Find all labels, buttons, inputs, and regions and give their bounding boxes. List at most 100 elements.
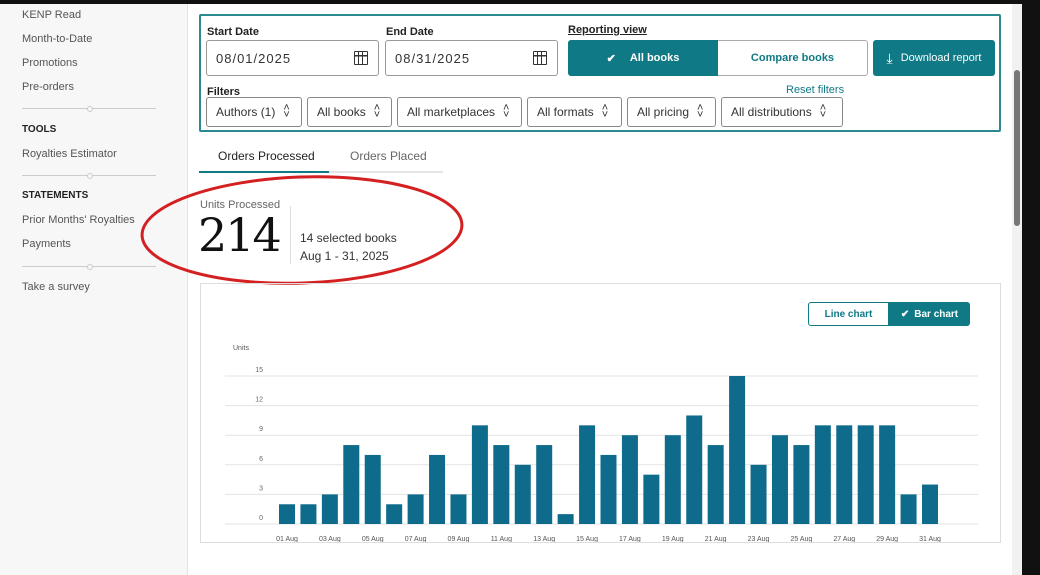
filter-dropdown-5[interactable]: All distributions ˄ ˅: [721, 97, 843, 127]
bar: [836, 425, 853, 524]
sidebar-item-promotions[interactable]: Promotions: [22, 57, 78, 69]
y-tick-label: 0: [259, 515, 263, 522]
x-tick-label: 25 Aug: [790, 536, 812, 542]
chevron-up-down-icon: ˄ ˅: [373, 102, 381, 121]
selected-books: 14 selected books: [300, 231, 397, 245]
sidebar-item-prior-months-royalties[interactable]: Prior Months' Royalties: [22, 214, 135, 226]
chart-container: Line chart ✔ Bar chart Units 0 3 6 9 12 15 01 Au…: [200, 283, 1001, 543]
tab-orders-processed[interactable]: Orders Processed: [218, 149, 315, 163]
bar: [664, 435, 681, 524]
page: KENP Read Month-to-Date Promotions Pre-o…: [0, 4, 1022, 575]
active-tab-indicator: [199, 171, 329, 173]
divider: [290, 206, 291, 264]
y-tick-label: 9: [259, 426, 263, 433]
filter-dropdown-0[interactable]: Authors (1) ˄ ˅: [206, 97, 302, 127]
sidebar-item-payments[interactable]: Payments: [22, 238, 71, 250]
bar: [386, 504, 403, 524]
y-tick-label: 12: [255, 397, 263, 404]
calendar-icon[interactable]: [354, 51, 368, 65]
divider: [22, 264, 156, 270]
x-tick-label: 07 Aug: [405, 536, 427, 542]
filter-label: All books: [317, 105, 366, 119]
reporting-view-label[interactable]: Reporting view: [568, 24, 647, 36]
bar: [429, 454, 446, 524]
filter-label: All pricing: [637, 105, 690, 119]
y-tick-label: 15: [255, 367, 263, 374]
bar: [364, 454, 381, 524]
x-tick-label: 05 Aug: [362, 536, 384, 542]
filter-dropdown-4[interactable]: All pricing ˄ ˅: [627, 97, 716, 127]
filter-dropdown-1[interactable]: All books ˄ ˅: [307, 97, 392, 127]
chevron-up-down-icon: ˄ ˅: [503, 102, 510, 121]
x-tick-label: 17 Aug: [619, 536, 641, 542]
x-tick-label: 13 Aug: [533, 536, 555, 542]
x-tick-label: 19 Aug: [662, 536, 684, 542]
bar: [493, 445, 510, 524]
tools-heading: TOOLS: [22, 124, 57, 135]
bar: [407, 494, 424, 524]
start-date-value: 08/01/2025: [216, 51, 292, 66]
start-date-input[interactable]: 08/01/2025: [206, 40, 379, 76]
download-icon: ⤓: [886, 49, 893, 66]
x-tick-label: 31 Aug: [919, 536, 941, 542]
divider: [22, 106, 156, 112]
bar: [579, 425, 596, 524]
bar: [686, 415, 703, 524]
chevron-up-down-icon: ˄ ˅: [283, 102, 290, 121]
y-axis-label: Units: [233, 345, 249, 352]
bar: [471, 425, 488, 524]
x-tick-label: 27 Aug: [833, 536, 855, 542]
sidebar-item-royalties-estimator[interactable]: Royalties Estimator: [22, 148, 117, 160]
end-date-input[interactable]: 08/31/2025: [385, 40, 558, 76]
filter-dropdown-3[interactable]: All formats ˄ ˅: [527, 97, 622, 127]
reset-filters-link[interactable]: Reset filters: [786, 84, 845, 96]
bar: [300, 504, 317, 524]
sidebar-item-kenp-read[interactable]: KENP Read: [22, 9, 82, 21]
sidebar-item-month-to-date[interactable]: Month-to-Date: [22, 33, 93, 45]
bar: [729, 376, 746, 524]
filter-dropdown-2[interactable]: All marketplaces ˄ ˅: [397, 97, 522, 127]
bar: [707, 445, 724, 524]
bar: [279, 504, 295, 524]
bar: [557, 514, 574, 524]
sidebar: KENP Read Month-to-Date Promotions Pre-o…: [0, 4, 188, 575]
bar: [514, 464, 531, 524]
annotation-circle: [140, 175, 464, 285]
x-tick-label: 29 Aug: [876, 536, 898, 542]
filters-label: Filters: [207, 86, 241, 98]
x-tick-label: 11 Aug: [491, 536, 512, 542]
check-icon: ✔: [606, 52, 616, 65]
download-label: Download report: [900, 52, 982, 64]
chevron-up-down-icon: ˄ ˅: [601, 102, 609, 121]
y-tick-label: 3: [259, 485, 263, 492]
x-tick-label: 23 Aug: [748, 536, 770, 542]
bar: [879, 425, 896, 524]
units-processed-label: Units Processed: [200, 199, 281, 211]
compare-books-toggle[interactable]: Compare books: [718, 40, 868, 76]
tab-orders-placed[interactable]: Orders Placed: [350, 149, 427, 163]
line-chart-toggle[interactable]: Line chart: [808, 302, 889, 326]
filter-label: Authors (1): [216, 105, 276, 119]
tab-track: [199, 171, 443, 173]
x-tick-label: 09 Aug: [448, 536, 470, 542]
bar: [814, 425, 831, 524]
bar: [900, 494, 917, 524]
sidebar-item-take-survey[interactable]: Take a survey: [22, 281, 90, 293]
divider: [22, 173, 156, 179]
calendar-icon[interactable]: [533, 51, 547, 65]
sidebar-item-pre-orders[interactable]: Pre-orders: [22, 81, 74, 93]
download-report-button[interactable]: ⤓ Download report: [873, 40, 995, 76]
bar: [600, 454, 617, 524]
x-tick-label: 21 Aug: [705, 536, 727, 542]
bar: [621, 435, 638, 524]
bar: [922, 484, 938, 524]
scrollbar-thumb[interactable]: [1014, 70, 1020, 226]
bar-chart-toggle[interactable]: ✔ Bar chart: [889, 302, 970, 326]
bar: [793, 445, 810, 524]
scrollbar[interactable]: [1012, 4, 1022, 575]
date-range: Aug 1 - 31, 2025: [300, 249, 389, 263]
bar: [857, 425, 874, 524]
all-books-toggle[interactable]: ✔ All books: [568, 40, 718, 76]
bar-chart: Units 0 3 6 9 12 15 01 Aug 03 Aug 05 Aug 07 Aug 09 …: [225, 345, 978, 542]
end-date-label: End Date: [386, 26, 434, 38]
